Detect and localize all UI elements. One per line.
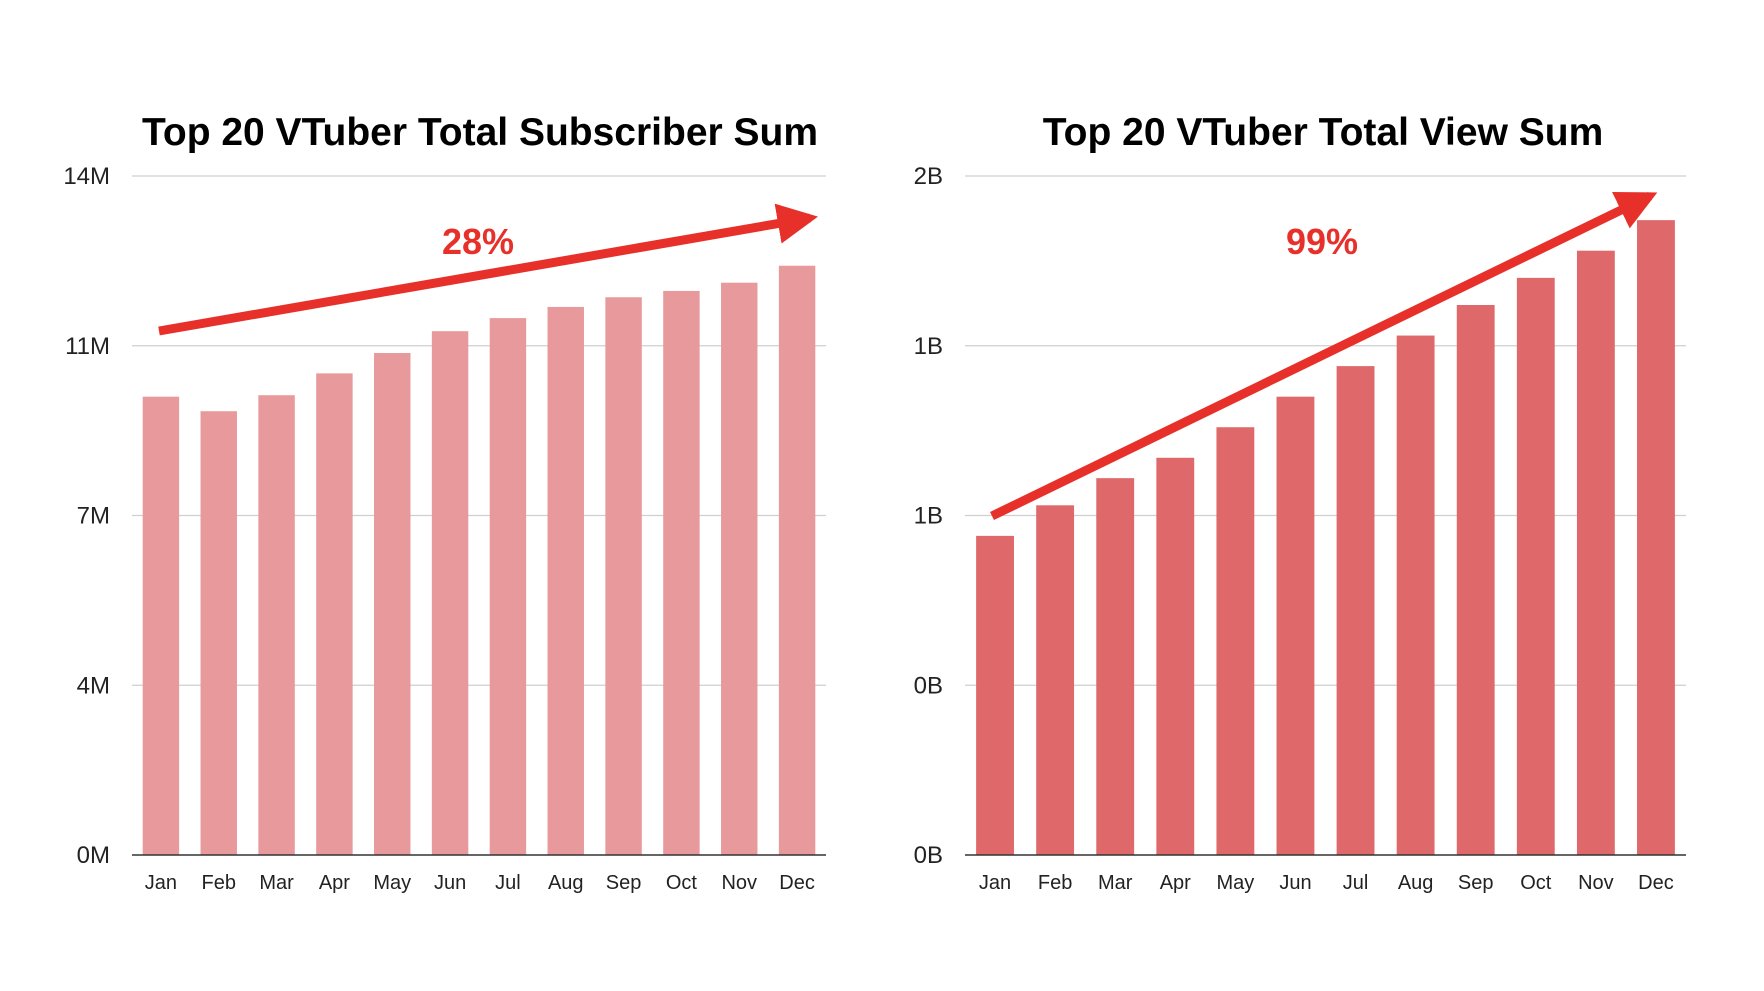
view-x-tick-label: May [1216, 872, 1254, 894]
view-gridlines [965, 175, 1686, 686]
subscriber-sum-chart: Top 20 VTuber Total Subscriber Sum 0M 4M 7… [63, 111, 826, 894]
subscriber-x-tick-label: May [373, 872, 411, 894]
subscriber-trend-arrow [158, 203, 818, 336]
view-y-tick-label: 0B [914, 842, 943, 869]
view-bar-jun [1276, 396, 1315, 855]
view-x-tick-label: Dec [1638, 872, 1674, 894]
view-bar-jan [976, 535, 1014, 855]
subscriber-bar-aug [547, 306, 584, 855]
subscriber-y-tick-label: 7M [77, 503, 110, 530]
subscriber-bar-feb [200, 411, 237, 855]
view-bar-feb [1036, 505, 1075, 855]
subscriber-bar-jan [142, 396, 180, 855]
view-y-tick-label: 2B [914, 163, 943, 190]
view-x-tick-label: Nov [1578, 872, 1614, 894]
subscriber-bar-may [374, 353, 411, 855]
subscriber-x-tick-label: Mar [259, 872, 294, 894]
view-x-tick-label: Mar [1098, 872, 1133, 894]
subscriber-x-tick-label: Dec [779, 872, 815, 894]
subscriber-x-tick-label: Apr [319, 872, 350, 894]
view-bars [976, 220, 1675, 856]
subscriber-x-tick-label: Jul [495, 872, 521, 894]
view-bar-apr [1156, 457, 1195, 855]
view-bar-nov [1576, 250, 1615, 855]
subscriber-bar-sep [605, 297, 642, 855]
subscriber-x-tick-label: Jan [145, 872, 177, 894]
view-bar-mar [1096, 478, 1135, 855]
subscriber-growth-label: 28% [442, 221, 514, 262]
subscriber-x-tick-label: Jun [434, 872, 466, 894]
view-y-tick-label: 1B [914, 333, 943, 360]
subscriber-bars [142, 265, 816, 856]
view-y-tick-label: 1B [914, 503, 943, 530]
subscriber-bar-mar [258, 395, 295, 855]
view-y-tick-label: 0B [914, 672, 943, 699]
view-bar-sep [1456, 305, 1495, 855]
subscriber-bar-jul [489, 318, 527, 856]
subscriber-y-tick-label: 0M [77, 842, 110, 869]
subscriber-bar-jun [431, 331, 469, 855]
view-chart-title: Top 20 VTuber Total View Sum [1043, 111, 1604, 154]
view-x-axis: Jan Feb Mar Apr May Jun Jul Aug Sep Oct Nov Dec [979, 872, 1674, 894]
subscriber-bar-dec [778, 265, 816, 856]
view-x-tick-label: Jul [1343, 872, 1369, 894]
view-x-tick-label: Jan [979, 872, 1011, 894]
view-x-tick-label: Aug [1398, 872, 1434, 894]
view-sum-chart: Top 20 VTuber Total View Sum 0B0B1B1B2B … [914, 111, 1686, 894]
view-x-tick-label: Oct [1520, 872, 1552, 894]
subscriber-bar-nov [721, 282, 758, 855]
view-bar-dec [1637, 220, 1675, 855]
view-trend-arrow [990, 191, 1658, 521]
view-growth-label: 99% [1286, 221, 1358, 262]
subscriber-gridlines [132, 175, 826, 686]
subscriber-bar-apr [316, 373, 353, 855]
view-bar-may [1216, 427, 1255, 855]
subscriber-y-tick-label: 4M [77, 672, 110, 699]
view-x-tick-label: Jun [1279, 872, 1311, 894]
subscriber-y-tick-label: 14M [63, 163, 110, 190]
view-x-tick-label: Feb [1038, 872, 1072, 894]
subscriber-x-tick-label: Aug [548, 872, 584, 894]
subscriber-x-tick-label: Nov [721, 872, 757, 894]
subscriber-y-tick-label: 11M [65, 333, 110, 360]
subscriber-x-tick-label: Oct [666, 872, 698, 894]
view-x-tick-label: Apr [1160, 872, 1191, 894]
view-y-axis: 0B 0B 1B 1B 2B [914, 163, 943, 869]
view-bar-oct [1516, 277, 1555, 856]
subscriber-x-tick-label: Sep [606, 872, 642, 894]
subscriber-y-axis: 0M 4M 7M 11M 14M [63, 163, 110, 869]
view-bar-jul [1336, 366, 1375, 855]
subscriber-x-axis: Jan Feb Mar Apr May Jun Jul Aug Sep Oct Nov Dec [145, 872, 815, 894]
view-x-tick-label: Sep [1458, 872, 1494, 894]
subscriber-x-tick-label: Feb [202, 872, 236, 894]
subscriber-chart-title: Top 20 VTuber Total Subscriber Sum [142, 111, 818, 154]
subscriber-bar-oct [663, 290, 700, 855]
view-bar-aug [1396, 335, 1435, 855]
